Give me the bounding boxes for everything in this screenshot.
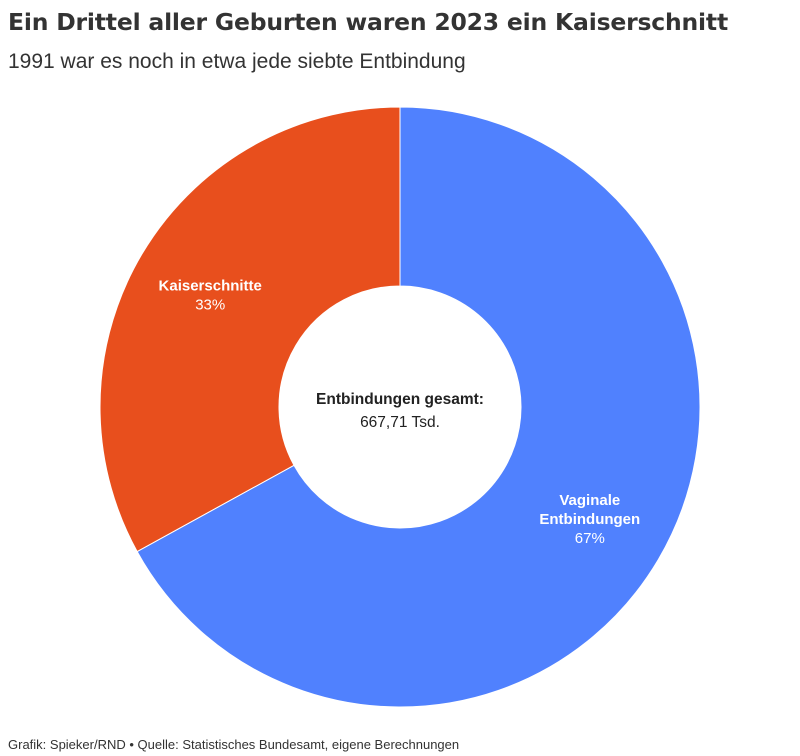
chart-subtitle: 1991 war es noch in etwa jede siebte Ent… xyxy=(8,50,466,73)
donut-slices xyxy=(99,106,701,708)
source-footer: Grafik: Spieker/RND • Quelle: Statistisc… xyxy=(8,737,460,752)
chart-title: Ein Drittel aller Geburten waren 2023 ei… xyxy=(8,8,728,36)
slice-2-value-label: 33% xyxy=(195,296,225,313)
slice-1-value-label: 67% xyxy=(575,530,605,547)
slice-1-name-line-1: Vaginale xyxy=(559,492,620,509)
slice-1-name-line-2: Entbindungen xyxy=(539,511,640,528)
center-label-value: 667,71 Tsd. xyxy=(360,414,440,431)
center-label: Entbindungen gesamt: 667,71 Tsd. xyxy=(316,391,484,431)
center-label-title: Entbindungen gesamt: xyxy=(316,391,484,408)
donut-slice-2 xyxy=(99,106,401,553)
donut-slice-1 xyxy=(136,106,701,708)
slice-labels: Vaginale Entbindungen 67% Kaiserschnitte 33% xyxy=(159,277,641,547)
donut-chart: Vaginale Entbindungen 67% Kaiserschnitte 33%… xyxy=(99,106,701,708)
slice-2-name-line-1: Kaiserschnitte xyxy=(159,277,262,294)
